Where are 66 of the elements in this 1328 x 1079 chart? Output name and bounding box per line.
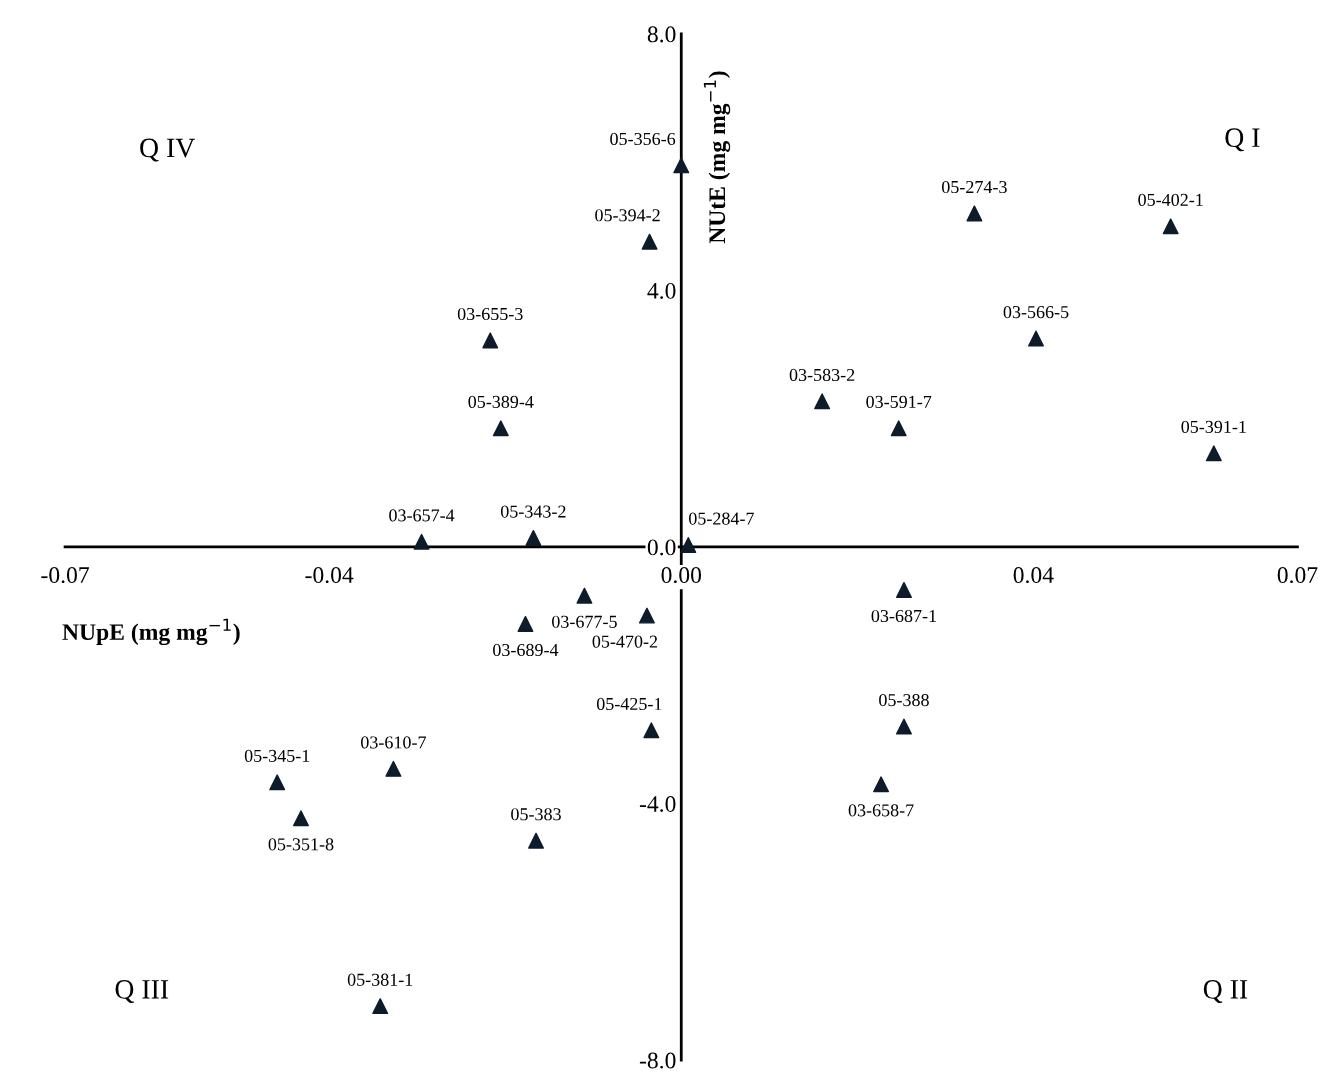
annotation: 05-470-2 bbox=[592, 635, 658, 648]
annotation: 05-343-2 bbox=[500, 505, 566, 518]
x-tick-label: 0.04 bbox=[1013, 567, 1054, 584]
annotation: 05-345-1 bbox=[244, 749, 310, 762]
point bbox=[895, 718, 912, 735]
x-tick-label: -0.07 bbox=[41, 567, 89, 584]
annotation: 03-677-5 bbox=[552, 615, 617, 628]
point bbox=[673, 157, 690, 174]
annotation: 05-381-1 bbox=[347, 973, 413, 986]
point bbox=[576, 587, 593, 604]
annotation: 03-689-4 bbox=[493, 643, 559, 657]
annotation: 05-425-1 bbox=[596, 697, 662, 711]
annotation: 03-566-5 bbox=[1003, 305, 1069, 319]
point bbox=[641, 233, 658, 250]
annotation: Q II bbox=[1203, 980, 1248, 1003]
point bbox=[643, 722, 660, 739]
x-axis-title: NUpE (mg mg$^{−1}$) bbox=[62, 618, 240, 646]
point bbox=[385, 760, 402, 777]
point bbox=[814, 393, 831, 410]
y-tick-label: -8.0 bbox=[639, 1052, 676, 1069]
annotation: Q I bbox=[1225, 128, 1260, 152]
point bbox=[517, 615, 534, 632]
point bbox=[372, 998, 389, 1015]
annotation: Q IV bbox=[140, 138, 196, 162]
point bbox=[492, 420, 509, 437]
y-tick-label: -4.0 bbox=[639, 795, 676, 813]
annotation: 05-383 bbox=[511, 808, 561, 821]
annotation: 05-389-4 bbox=[468, 395, 534, 408]
annotation: 03-658-7 bbox=[848, 804, 914, 817]
annotation: 03-610-7 bbox=[361, 736, 426, 749]
point bbox=[966, 205, 983, 222]
annotation: 03-583-2 bbox=[789, 368, 855, 382]
point bbox=[525, 529, 542, 546]
y-tick-label: 8.0 bbox=[647, 26, 676, 43]
annotation: 05-388 bbox=[879, 694, 929, 707]
annotation: 03-655-3 bbox=[457, 307, 523, 321]
annotation: 05-391-1 bbox=[1181, 420, 1246, 433]
point bbox=[890, 420, 907, 437]
x-tick-label: 0.07 bbox=[1277, 567, 1318, 584]
point bbox=[638, 607, 655, 624]
annotation: 05-274-3 bbox=[941, 180, 1007, 194]
annotation: 05-394-2 bbox=[595, 209, 660, 222]
point bbox=[413, 533, 430, 550]
x-tick-label: -0.04 bbox=[305, 567, 354, 584]
y-axis-title: NUtE (mg mg$^{−1}$) bbox=[703, 71, 731, 244]
point bbox=[1028, 330, 1044, 347]
point bbox=[895, 581, 912, 598]
annotation: 03-687-1 bbox=[871, 609, 936, 623]
annotation: 05-351-8 bbox=[268, 838, 334, 851]
annotation: 05-402-1 bbox=[1138, 193, 1203, 206]
y-tick-label: 0.0 bbox=[647, 539, 676, 556]
point bbox=[293, 810, 309, 827]
annotation: 03-591-7 bbox=[866, 395, 932, 408]
point bbox=[873, 776, 890, 793]
point bbox=[482, 332, 499, 349]
y-tick-label: 4.0 bbox=[647, 282, 676, 299]
annotation: 03-657-4 bbox=[389, 509, 455, 522]
point bbox=[528, 832, 544, 849]
point bbox=[680, 537, 697, 553]
point bbox=[1205, 445, 1222, 462]
annotation: Q III bbox=[115, 980, 169, 1003]
annotation: 05-356-6 bbox=[610, 132, 676, 146]
annotation: 05-284-7 bbox=[688, 512, 754, 525]
x-tick-label: 0.00 bbox=[661, 567, 702, 584]
point bbox=[1162, 218, 1179, 235]
point bbox=[269, 774, 286, 791]
